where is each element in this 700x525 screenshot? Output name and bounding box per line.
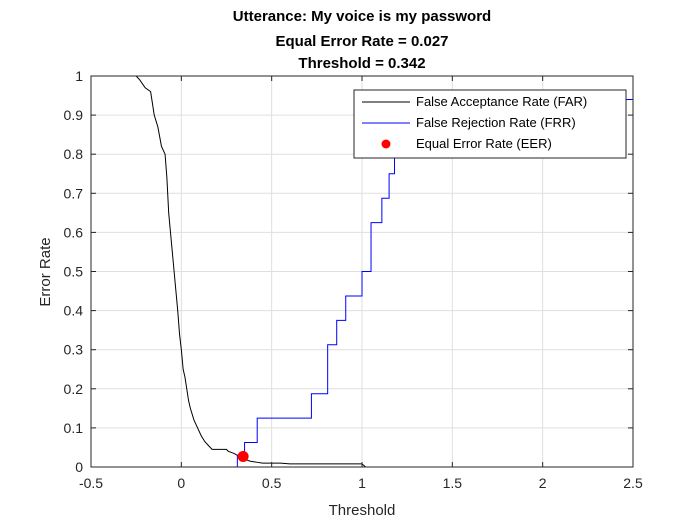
- chart-title-line-2: Equal Error Rate = 0.027: [276, 33, 449, 50]
- legend-eer-label: Equal Error Rate (EER): [416, 136, 552, 151]
- x-tick-label: 1.5: [443, 475, 463, 491]
- x-tick-label: 2.5: [623, 475, 643, 491]
- legend-far-label: False Acceptance Rate (FAR): [416, 94, 587, 109]
- y-tick-label: 0.9: [64, 107, 84, 123]
- y-tick-label: 0.3: [64, 342, 84, 358]
- x-axis-label: Threshold: [329, 502, 396, 519]
- y-tick-label: 0.5: [64, 264, 84, 280]
- legend-box: [353, 89, 627, 159]
- chart-title-line-1: Utterance: My voice is my password: [233, 8, 491, 25]
- eer-marker: [237, 450, 249, 462]
- x-tick-label: 0.5: [262, 475, 282, 491]
- y-tick-label: 0.1: [64, 420, 84, 436]
- y-tick-label: 0.2: [64, 381, 84, 397]
- x-tick-label: 0: [177, 475, 185, 491]
- far-line: [91, 75, 633, 468]
- y-tick-label: 0.6: [64, 224, 84, 240]
- y-tick-label: 0.8: [64, 146, 84, 162]
- x-tick-label: -0.5: [79, 475, 103, 491]
- y-tick-label: 0: [75, 459, 83, 475]
- chart-title-line-3: Threshold = 0.342: [298, 55, 425, 72]
- legend-eer-marker-swatch: [381, 139, 391, 149]
- y-tick-label: 0.7: [64, 185, 84, 201]
- legend: False Acceptance Rate (FAR) False Reject…: [353, 89, 627, 159]
- y-tick-label: 1: [75, 68, 83, 84]
- x-tick-label: 2: [539, 475, 547, 491]
- y-tick-label: 0.4: [64, 303, 84, 319]
- legend-frr-label: False Rejection Rate (FRR): [416, 115, 576, 130]
- y-axis-label: Error Rate: [37, 237, 54, 306]
- x-tick-label: 1: [358, 475, 366, 491]
